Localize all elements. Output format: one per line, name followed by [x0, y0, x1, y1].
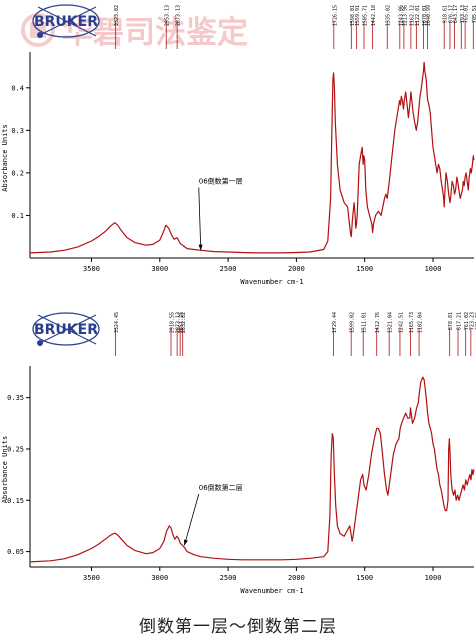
peak-label: 1213.96 [402, 5, 408, 26]
bruker-logo-cross-line [37, 6, 97, 37]
x-tick-label: 1500 [356, 265, 373, 273]
peak-label: 878.81 [448, 312, 454, 330]
x-tick-label: 1000 [425, 265, 442, 273]
y-tick-label: 0.1 [11, 212, 24, 220]
peak-label: 793.13 [460, 5, 466, 23]
annotation-arrowhead [198, 244, 203, 251]
annotation-label: 06倒数第一层 [199, 177, 243, 186]
bruker-logo: BRUKER [32, 4, 100, 38]
x-tick-label: 3500 [83, 574, 100, 582]
watermark-text: 华碧司法鉴定 [62, 15, 248, 51]
bruker-logo-dot [37, 32, 43, 38]
spectrum-line [29, 61, 475, 254]
x-tick-label: 1500 [356, 574, 373, 582]
peak-label: 1102.04 [418, 312, 424, 333]
peak-label: 843.17 [453, 5, 459, 23]
peak-label: 817.21 [457, 312, 463, 330]
peak-label: 1729.44 [332, 312, 338, 333]
bruker-logo-cross-line [37, 314, 97, 345]
peak-label: 1335.02 [386, 5, 392, 26]
y-tick-label: 0.2 [11, 169, 24, 177]
x-tick-label: 1000 [425, 574, 442, 582]
y-tick-label: 0.3 [11, 127, 24, 135]
x-tick-label: 3000 [151, 574, 168, 582]
y-tick-label: 0.35 [7, 394, 24, 402]
peak-label: 1412.76 [375, 312, 381, 333]
peak-label: 1442.18 [371, 5, 377, 26]
peak-label: 1598.01 [350, 5, 356, 26]
peak-label: 1243.06 [398, 5, 404, 26]
x-tick-label: 2000 [288, 574, 305, 582]
y-tick-label: 0.25 [7, 445, 24, 453]
x-tick-label: 3000 [151, 265, 168, 273]
peak-label: 1559.91 [355, 5, 361, 26]
peak-label: 1511.01 [362, 312, 368, 333]
peak-label: 1122.01 [415, 5, 421, 26]
y-tick-label: 0.05 [7, 548, 24, 556]
peak-label: 876.17 [448, 5, 454, 23]
peak-label: 1505.71 [363, 5, 369, 26]
peak-label: 1726.15 [332, 5, 338, 26]
x-tick-label: 2000 [288, 265, 305, 273]
bruker-logo-dot [37, 340, 43, 346]
chart-bottom: BRUKER 3500 3000 2500 2000 1500 1000 0.05 0.15 0.… [1, 312, 476, 595]
peak-label: 2832.82 [181, 312, 187, 333]
peak-label: 2873.13 [176, 5, 182, 26]
chart-top: BRUKER 3500 3000 2500 2000 1500 1000 0.1 0.2 0.3 0… [1, 4, 476, 286]
peak-label: 1040.99 [426, 5, 432, 26]
peak-label: 1321.04 [388, 312, 394, 333]
y-axis-label: Absorbance Units [1, 124, 9, 191]
annotation-label: 06倒数第二层 [199, 483, 243, 492]
figure-caption: 倒数第一层～倒数第二层 [139, 617, 337, 637]
bruker-logo-text: BRUKER [34, 322, 98, 338]
annotation-arrow [183, 493, 200, 546]
annotation-arrowhead [183, 539, 188, 546]
y-tick-label: 0.4 [11, 84, 24, 92]
peak-label: 2851.25 [179, 312, 185, 333]
peak-label: 918.61 [443, 5, 449, 23]
bruker-logo-orbit [32, 312, 100, 346]
x-tick-label: 2500 [220, 574, 237, 582]
annotation-arrow [198, 187, 202, 251]
watermark: 华碧司法鉴定 [21, 13, 248, 51]
x-axis-label: Wavenumber cm-1 [240, 278, 303, 286]
y-axis-label: Absorbance Units [1, 436, 9, 503]
bruker-logo-orbit [32, 4, 100, 38]
x-tick-label: 2500 [220, 265, 237, 273]
peak-label: 2953.13 [165, 5, 171, 26]
peak-label: 1070.01 [422, 5, 428, 26]
bruker-logo-text: BRUKER [34, 14, 98, 30]
peak-label: 1165.73 [409, 312, 415, 333]
peak-label: 761.02 [464, 312, 470, 330]
spectrum-line [29, 376, 475, 563]
peak-label: 765.01 [464, 5, 470, 23]
peak-label: 3324.45 [114, 312, 120, 333]
peak-label: 723.23 [469, 312, 475, 330]
peak-label: 1242.51 [398, 312, 404, 333]
peak-label: 2918.55 [169, 312, 175, 333]
bruker-logo: BRUKER [32, 312, 100, 346]
peak-label: 1599.02 [350, 312, 356, 333]
x-axis-label: Wavenumber cm-1 [240, 587, 303, 595]
peak-label: 2873.13 [176, 312, 182, 333]
y-tick-label: 0.15 [7, 497, 24, 505]
peak-label: 3323.02 [114, 5, 120, 26]
x-tick-label: 3500 [83, 265, 100, 273]
peak-label: 1162.12 [409, 5, 415, 26]
peak-label: 705.51 [472, 5, 476, 23]
